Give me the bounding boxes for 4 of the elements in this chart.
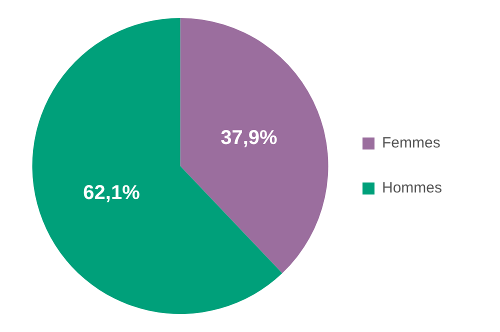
legend-label: Femmes (382, 134, 440, 152)
data-label: 37,9% (220, 127, 278, 150)
data-label: 62,1% (83, 182, 140, 204)
legend-label: Hommes (382, 180, 442, 197)
